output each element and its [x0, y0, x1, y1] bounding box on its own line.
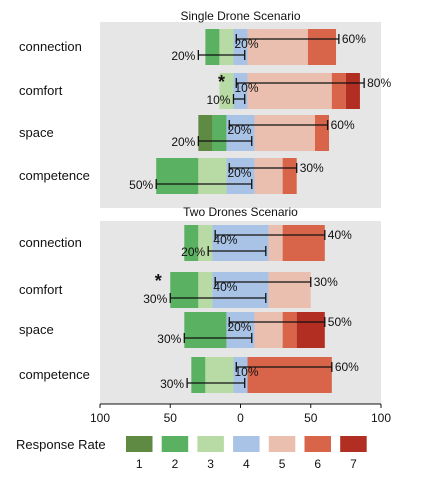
bar-segment [331, 73, 346, 109]
legend-title: Response Rate [16, 437, 106, 452]
legend-swatch [161, 436, 189, 452]
left-percentage-label: 30% [160, 377, 184, 391]
right-percentage-label: 50% [328, 315, 352, 329]
legend-swatch [304, 436, 331, 452]
legend-label: 7 [350, 457, 357, 471]
left-percentage-label: 30% [157, 332, 181, 346]
left-percentage-label: 20% [171, 49, 195, 63]
right-percentage-label: 40% [328, 228, 352, 242]
left-percentage-label: 20% [171, 135, 195, 149]
left-percentage-label: 50% [129, 178, 153, 192]
legend-label: 4 [243, 457, 250, 471]
bar-segment [233, 73, 248, 109]
bar-segment [254, 115, 315, 151]
bar-segment [282, 312, 297, 348]
bar-segment [282, 225, 325, 261]
legend-label: 2 [172, 457, 179, 471]
bar-segment [226, 158, 255, 194]
bar-segment [226, 115, 255, 151]
legend-swatch [126, 436, 153, 452]
center-percentage-label: 10% [234, 365, 258, 379]
bar-segment [268, 272, 311, 308]
bar-segment [233, 357, 248, 393]
legend-label: 6 [314, 457, 321, 471]
center-percentage-label: 10% [234, 81, 258, 95]
category-label: competence [19, 168, 90, 183]
category-label: competence [19, 367, 90, 382]
center-percentage-label: 20% [227, 123, 251, 137]
bar-segment [254, 158, 283, 194]
right-percentage-label: 60% [335, 360, 359, 374]
bar-segment [184, 312, 227, 348]
bar-segment [205, 29, 220, 65]
right-percentage-label: 80% [367, 76, 391, 90]
bar-segment [282, 158, 297, 194]
bar-segment [212, 272, 269, 308]
center-percentage-label: 40% [213, 280, 237, 294]
bar-segment [156, 158, 199, 194]
panel-title: Single Drone Scenario [180, 9, 300, 23]
category-label: connection [19, 235, 82, 250]
bar-segment [205, 357, 234, 393]
legend-label: 5 [279, 457, 286, 471]
bar-segment [170, 272, 199, 308]
category-label: space [19, 125, 54, 140]
x-tick-label: 100 [90, 411, 110, 425]
bar-segment [254, 312, 283, 348]
bar-segment [314, 115, 330, 151]
legend-label: 1 [136, 457, 143, 471]
bar-segment [307, 29, 337, 65]
bar-segment [233, 29, 248, 65]
right-percentage-label: 60% [331, 118, 355, 132]
bar-segment [268, 225, 283, 261]
x-tick-label: 100 [371, 411, 391, 425]
bar-segment [247, 357, 332, 393]
center-percentage-label: 40% [213, 233, 237, 247]
left-percentage-label: 10% [206, 93, 230, 107]
significance-marker: * [218, 72, 225, 92]
bar-segment [184, 225, 199, 261]
x-tick-label: 0 [237, 411, 244, 425]
legend-label: 3 [207, 457, 214, 471]
category-label: comfort [19, 282, 63, 297]
x-tick-label: 50 [164, 411, 178, 425]
left-percentage-label: 30% [143, 292, 167, 306]
center-percentage-label: 20% [227, 166, 251, 180]
bar-segment [247, 29, 308, 65]
bar-segment [247, 73, 332, 109]
center-percentage-label: 20% [234, 37, 258, 51]
bar-segment [198, 272, 213, 308]
x-tick-label: 50 [304, 411, 318, 425]
legend-swatch [340, 436, 367, 452]
bar-segment [198, 158, 227, 194]
legend-swatch [233, 436, 260, 452]
right-percentage-label: 60% [342, 32, 366, 46]
bar-segment [212, 225, 269, 261]
bar-segment [345, 73, 360, 109]
bar-segment [296, 312, 325, 348]
category-label: comfort [19, 83, 63, 98]
bar-segment [219, 73, 234, 109]
bar-segment [212, 115, 227, 151]
category-label: space [19, 322, 54, 337]
legend-swatch [197, 436, 224, 452]
category-label: connection [19, 39, 82, 54]
panel-title: Two Drones Scenario [183, 205, 298, 219]
bar-segment [198, 225, 213, 261]
bar-segment [198, 115, 213, 151]
legend-swatch [268, 436, 296, 452]
center-percentage-label: 20% [227, 320, 251, 334]
bar-segment [226, 312, 255, 348]
right-percentage-label: 30% [300, 161, 324, 175]
left-percentage-label: 20% [181, 245, 205, 259]
bar-segment [191, 357, 206, 393]
bar-segment [219, 29, 234, 65]
significance-marker: * [155, 271, 162, 291]
right-percentage-label: 30% [314, 275, 338, 289]
